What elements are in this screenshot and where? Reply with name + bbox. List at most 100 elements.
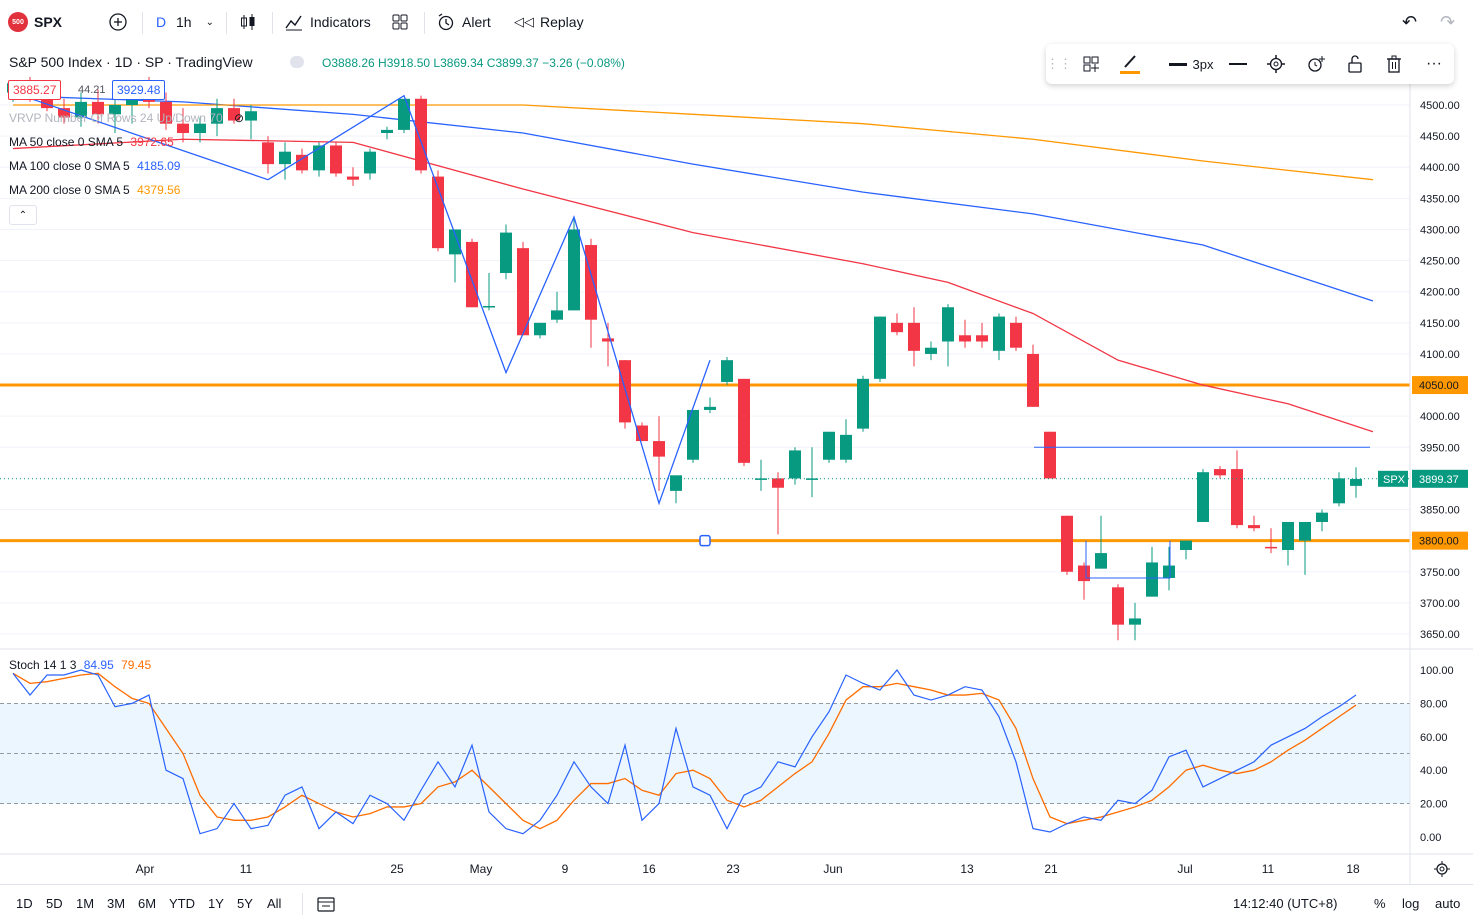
- candle: [1180, 540, 1192, 560]
- candle-body: [1095, 553, 1107, 569]
- ma100-legend[interactable]: MA 100 close 0 SMA 5 4185.09: [9, 159, 180, 173]
- clock-display[interactable]: 14:12:40 (UTC+8): [1233, 896, 1338, 911]
- time-axis[interactable]: Apr 11 25 May 9 16 23 Jun 13 21 Jul 11 18: [136, 862, 1360, 876]
- candle-body: [1061, 515, 1073, 572]
- candle: [874, 316, 886, 382]
- line-style-button[interactable]: [1226, 44, 1250, 84]
- indicators-button[interactable]: Indicators: [284, 0, 371, 44]
- more-button[interactable]: ···: [1422, 44, 1446, 84]
- interval-label: 1h: [176, 14, 192, 30]
- vrvp-legend[interactable]: VRVP Number Of Rows 24 Up/Down 70 ⊘: [9, 111, 244, 125]
- price-tick-label: 4200.00: [1420, 287, 1460, 299]
- eye-hidden-icon[interactable]: ⊘: [234, 111, 245, 125]
- bid-price-box[interactable]: 3885.27: [8, 80, 62, 100]
- stoch-legend[interactable]: Stoch 14 1 3 84.95 79.45: [9, 658, 151, 672]
- drag-handle[interactable]: [699, 534, 711, 547]
- legend-title[interactable]: S&P 500 Index · 1D · SP · TradingView: [9, 54, 253, 70]
- candle: [245, 105, 257, 140]
- price-tick-label: 3650.00: [1420, 629, 1460, 641]
- candle: [1095, 515, 1107, 569]
- range-box[interactable]: [1085, 540, 1171, 579]
- log-toggle[interactable]: log: [1402, 896, 1420, 911]
- line-color-button[interactable]: [1116, 44, 1144, 84]
- candle-body: [993, 316, 1005, 351]
- alert-button[interactable]: Alert: [436, 0, 491, 44]
- stoch-axis[interactable]: 100.00 80.00 60.00 40.00 20.00 0.00: [1420, 665, 1454, 844]
- delete-button[interactable]: [1382, 44, 1406, 84]
- price-axis[interactable]: 4500.00 4450.00 4400.00 4350.00 4300.00 4250.…: [0, 100, 1468, 641]
- candle: [1214, 465, 1226, 479]
- candle-body: [670, 475, 682, 491]
- grid-icon: [392, 14, 408, 30]
- price-tick-label: 4300.00: [1420, 224, 1460, 236]
- zigzag-pattern[interactable]: [12, 91, 711, 506]
- price-tick-label: 4350.00: [1420, 193, 1460, 205]
- time-tick-label: 23: [726, 862, 740, 876]
- candle: [891, 313, 903, 336]
- current-symbol-bg: [1378, 470, 1408, 487]
- collapse-legend-button[interactable]: ⌃: [9, 205, 37, 225]
- time-tick-label: 13: [960, 862, 974, 876]
- range-button-3m[interactable]: 3M: [107, 896, 126, 911]
- price-tick-label: 4250.00: [1420, 256, 1460, 268]
- stoch-tick-label: 0.00: [1420, 832, 1441, 844]
- time-tick-label: 18: [1346, 862, 1360, 876]
- current-symbol-label: SPX: [1383, 474, 1406, 486]
- range-button-5d[interactable]: 5D: [46, 896, 63, 911]
- percent-toggle[interactable]: %: [1374, 896, 1386, 911]
- candle-body: [296, 154, 308, 171]
- symbol-search[interactable]: 500 SPX: [8, 0, 62, 44]
- ma50-value: 3972.65: [130, 135, 174, 149]
- candle-body: [976, 335, 988, 342]
- interval-day-button[interactable]: D: [156, 14, 167, 30]
- range-button-1m[interactable]: 1M: [76, 896, 95, 911]
- drawings[interactable]: [12, 91, 1370, 579]
- ma50-legend[interactable]: MA 50 close 0 SMA 5 3972.65: [9, 135, 174, 149]
- alarm-clock-icon: [438, 13, 454, 31]
- candle: [755, 459, 767, 491]
- chart-canvas[interactable]: 4500.00 4450.00 4400.00 4350.00 4300.00 4250.…: [0, 44, 1473, 884]
- auto-toggle[interactable]: auto: [1435, 896, 1461, 911]
- range-button-1d[interactable]: 1D: [16, 896, 33, 911]
- time-tick-label: 16: [642, 862, 656, 876]
- drag-handle-icon[interactable]: ⋮⋮: [1046, 56, 1072, 71]
- add-alert-button[interactable]: [1304, 44, 1328, 84]
- ma200-legend[interactable]: MA 200 close 0 SMA 5 4379.56: [9, 183, 180, 197]
- range-button-5y[interactable]: 5Y: [237, 896, 253, 911]
- range-button-1y[interactable]: 1Y: [208, 896, 224, 911]
- candle-body: [1248, 525, 1260, 529]
- level-price-label-bg: [1412, 531, 1468, 550]
- range-button-ytd[interactable]: YTD: [169, 896, 195, 911]
- stoch-k-value: 84.95: [83, 658, 114, 672]
- candle-body: [279, 151, 291, 165]
- market-status-icon[interactable]: [290, 56, 304, 68]
- lock-button[interactable]: [1343, 44, 1367, 84]
- undo-button[interactable]: ↶: [1402, 0, 1417, 44]
- settings-gear-icon[interactable]: [1434, 861, 1450, 877]
- compare-button[interactable]: [108, 0, 128, 44]
- redo-button[interactable]: ↷: [1440, 0, 1455, 44]
- candle-body: [92, 101, 104, 115]
- range-button-all[interactable]: All: [267, 896, 282, 911]
- line-width-button[interactable]: 3px: [1158, 44, 1224, 84]
- chart-type-button[interactable]: [238, 0, 258, 44]
- candle-body: [347, 176, 359, 180]
- candle-body: [1265, 546, 1277, 549]
- replay-button[interactable]: ◁◁ Replay: [514, 0, 584, 44]
- time-tick-label: 25: [390, 862, 404, 876]
- price-tick-label: 4400.00: [1420, 162, 1460, 174]
- candle: [1044, 431, 1056, 479]
- date-range-button[interactable]: [316, 885, 336, 922]
- ask-price-box[interactable]: 3929.48: [112, 80, 166, 100]
- candle: [160, 92, 172, 130]
- candle: [1078, 562, 1090, 600]
- drawing-settings-button[interactable]: [1264, 44, 1288, 84]
- candle-body: [500, 232, 512, 274]
- range-button-6m[interactable]: 6M: [138, 896, 157, 911]
- layouts-button[interactable]: [390, 0, 410, 44]
- candle-body: [1078, 565, 1090, 582]
- candle: [1061, 515, 1073, 575]
- template-button[interactable]: [1078, 44, 1104, 84]
- time-tick-label: Jun: [823, 862, 842, 876]
- interval-button[interactable]: 1h ⌄: [176, 0, 214, 44]
